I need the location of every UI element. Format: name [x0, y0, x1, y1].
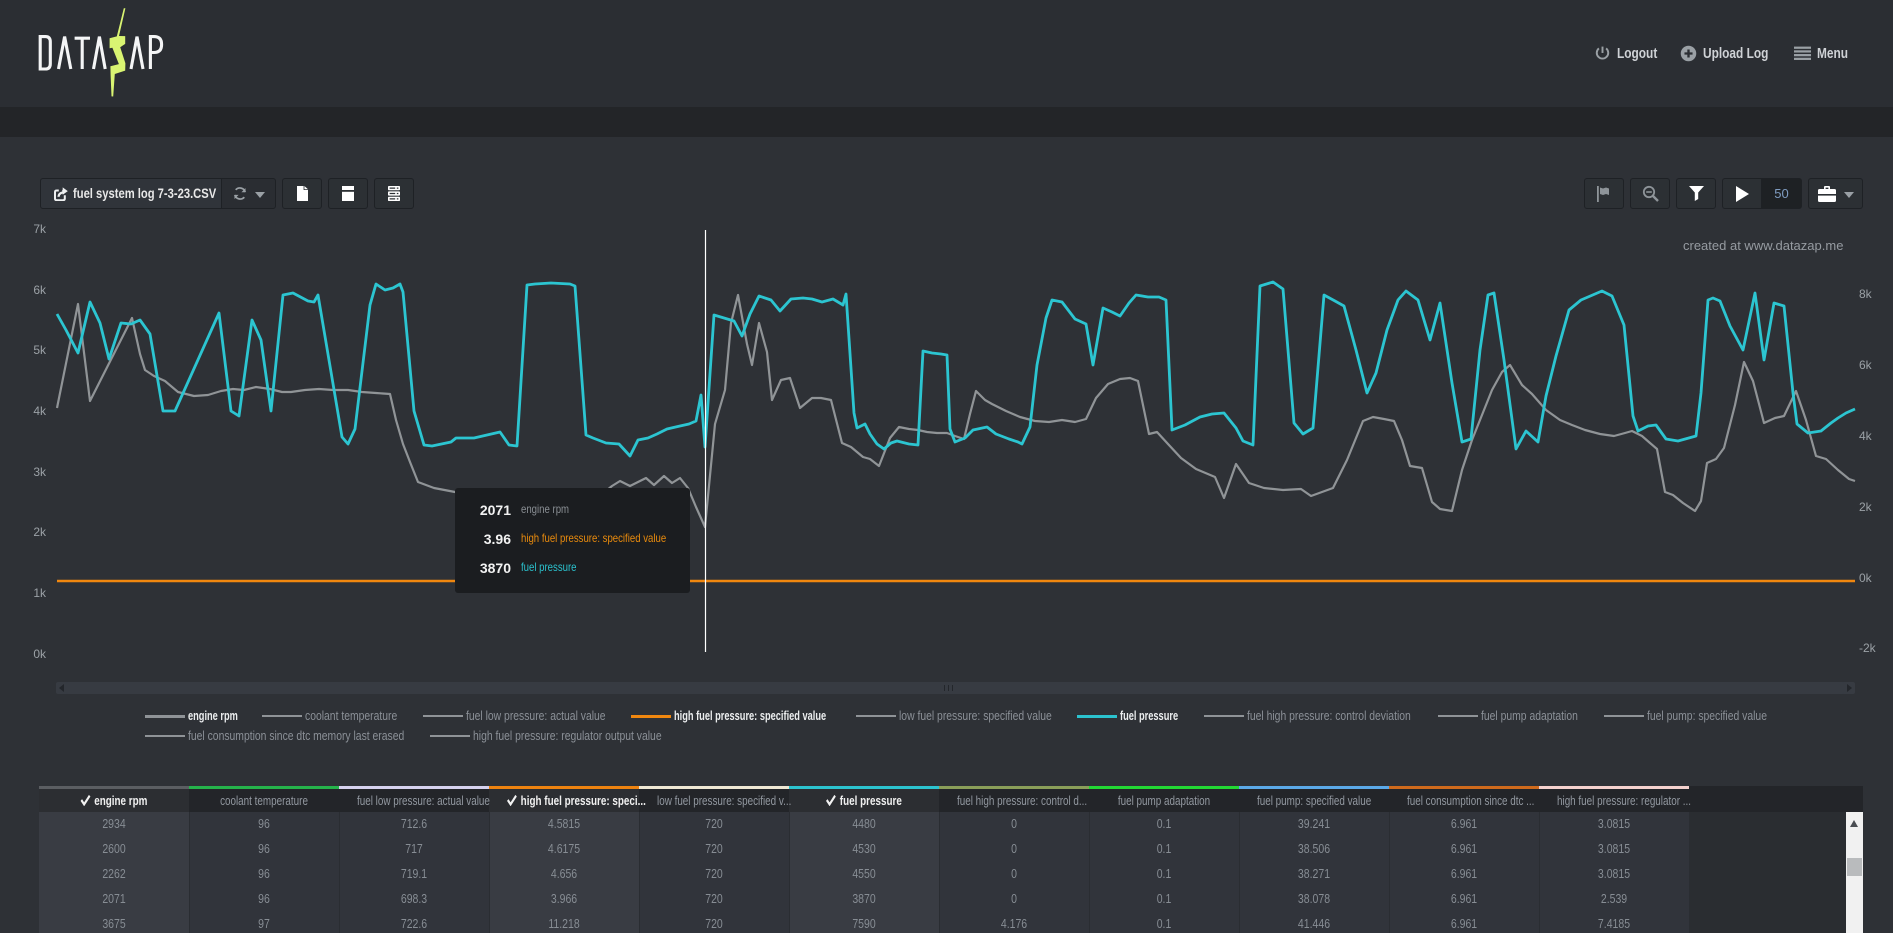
- svg-text:6k: 6k: [1859, 358, 1873, 372]
- svg-text:5k: 5k: [33, 343, 47, 357]
- svg-text:-2k: -2k: [1859, 641, 1877, 655]
- svg-text:created at www.datazap.me: created at www.datazap.me: [1683, 238, 1843, 253]
- svg-text:3k: 3k: [33, 465, 47, 479]
- svg-text:2k: 2k: [33, 525, 47, 539]
- svg-text:1k: 1k: [33, 586, 47, 600]
- svg-text:8k: 8k: [1859, 287, 1873, 301]
- svg-text:0k: 0k: [1859, 571, 1873, 585]
- svg-text:4k: 4k: [33, 404, 47, 418]
- svg-text:0k: 0k: [33, 647, 47, 661]
- svg-text:6k: 6k: [33, 283, 47, 297]
- svg-text:4k: 4k: [1859, 429, 1873, 443]
- svg-text:2k: 2k: [1859, 500, 1873, 514]
- svg-text:7k: 7k: [33, 222, 47, 236]
